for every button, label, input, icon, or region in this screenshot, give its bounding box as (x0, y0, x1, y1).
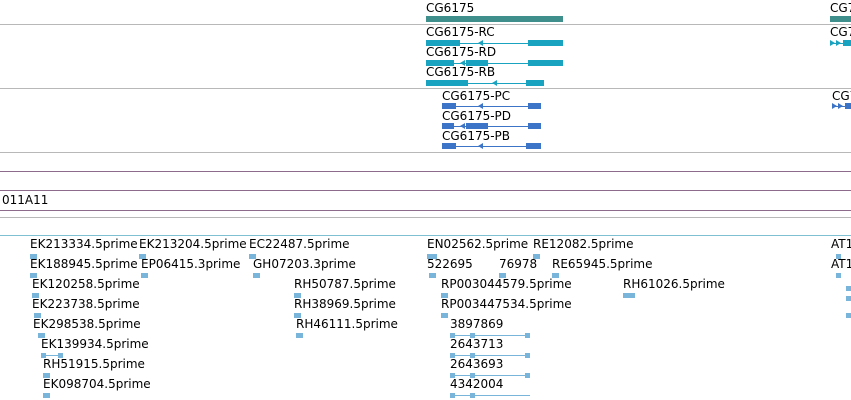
est-mark[interactable] (43, 373, 50, 378)
est-mark[interactable] (296, 333, 303, 338)
est-mark[interactable] (427, 254, 437, 259)
est-mark[interactable] (34, 313, 41, 318)
transcript-edge-label[interactable]: CG7 (830, 25, 851, 39)
est-label[interactable]: RH38969.5prime (294, 297, 396, 311)
est-mark[interactable] (294, 293, 301, 298)
est-label[interactable]: RH51915.5prime (43, 357, 145, 371)
est-mark[interactable] (294, 313, 301, 318)
gene-label[interactable]: CG6175 (426, 1, 475, 15)
est-mark[interactable] (533, 254, 540, 259)
est-mark[interactable] (450, 373, 455, 378)
transcript-label[interactable]: CG6175-RD (426, 45, 497, 59)
est-label[interactable]: 2643693 (450, 357, 504, 371)
est-label[interactable]: 2643713 (450, 337, 504, 351)
est-label[interactable]: RH50787.5prime (294, 277, 396, 291)
est-mark[interactable] (139, 254, 146, 259)
est-mark[interactable] (525, 373, 530, 378)
gene-bar[interactable] (426, 16, 563, 22)
est-label[interactable]: 522695 (427, 257, 473, 271)
est-label[interactable]: EK139934.5prime (41, 337, 149, 351)
est-label[interactable]: EK120258.5prime (32, 277, 140, 291)
est-mark[interactable] (836, 254, 841, 259)
gene-edge-bar[interactable] (830, 16, 851, 22)
track-divider (0, 88, 851, 89)
est-mark[interactable] (499, 273, 506, 278)
est-label[interactable]: RH46111.5prime (296, 317, 398, 331)
section-divider (0, 171, 851, 172)
est-label[interactable]: RP003447534.5prime (441, 297, 572, 311)
track-divider (0, 217, 851, 218)
est-mark[interactable] (30, 273, 37, 278)
est-mark[interactable] (441, 293, 448, 298)
est-label[interactable]: EK098704.5prime (43, 377, 151, 391)
est-mark[interactable] (470, 393, 475, 398)
est-mark[interactable] (846, 296, 851, 301)
est-mark[interactable] (552, 273, 559, 278)
est-mark[interactable] (470, 373, 475, 378)
track-divider (0, 152, 851, 153)
transcript-label[interactable]: CG6175-RC (426, 25, 495, 39)
clone-label[interactable]: 011A11 (2, 193, 49, 207)
est-mark[interactable] (249, 254, 256, 259)
est-mark[interactable] (41, 353, 46, 358)
est-label[interactable]: EK298538.5prime (33, 317, 141, 331)
est-label[interactable]: EK213334.5prime (30, 237, 138, 251)
cds-edge-label[interactable]: CG7 (832, 89, 851, 103)
est-mark[interactable] (450, 353, 455, 358)
est-bar[interactable] (450, 395, 530, 396)
est-edge-label[interactable]: AT1 (831, 237, 851, 251)
est-label[interactable]: RE65945.5prime (552, 257, 653, 271)
est-track-border (0, 235, 851, 236)
est-mark[interactable] (429, 273, 436, 278)
cds-label[interactable]: CG6175-PC (442, 89, 511, 103)
est-mark[interactable] (470, 353, 475, 358)
est-label[interactable]: RE12082.5prime (533, 237, 634, 251)
est-mark[interactable] (450, 333, 455, 338)
est-edge-label[interactable]: AT1 (831, 257, 851, 271)
cds-label[interactable]: CG6175-PD (442, 109, 512, 123)
est-mark[interactable] (846, 286, 851, 291)
est-mark[interactable] (32, 293, 39, 298)
est-mark[interactable] (450, 393, 455, 398)
section-divider (0, 210, 851, 211)
section-divider (0, 190, 851, 191)
est-mark[interactable] (141, 273, 148, 278)
est-mark[interactable] (43, 393, 50, 398)
est-label[interactable]: EP06415.3prime (141, 257, 241, 271)
est-bar[interactable] (450, 335, 530, 336)
est-label[interactable]: RP003044579.5prime (441, 277, 572, 291)
est-label[interactable]: 4342004 (450, 377, 504, 391)
transcript-label[interactable]: CG6175-RB (426, 65, 496, 79)
est-mark[interactable] (836, 273, 841, 278)
est-label[interactable]: EK213204.5prime (139, 237, 247, 251)
est-label[interactable]: GH07203.3prime (253, 257, 356, 271)
gene-edge-label[interactable]: CG7 (830, 1, 851, 15)
est-mark[interactable] (623, 293, 635, 298)
est-mark[interactable] (525, 333, 530, 338)
est-mark[interactable] (470, 333, 475, 338)
est-mark[interactable] (253, 273, 260, 278)
est-label[interactable]: 76978 (499, 257, 538, 271)
est-mark[interactable] (441, 313, 448, 318)
est-label[interactable]: EC22487.5prime (249, 237, 350, 251)
est-mark[interactable] (38, 333, 45, 338)
est-bar[interactable] (450, 355, 530, 356)
est-bar[interactable] (450, 375, 530, 376)
est-label[interactable]: EK188945.5prime (30, 257, 138, 271)
est-label[interactable]: RH61026.5prime (623, 277, 725, 291)
est-bar[interactable] (41, 355, 63, 356)
track-divider (0, 24, 851, 25)
est-mark[interactable] (58, 353, 63, 358)
est-label[interactable]: EN02562.5prime (427, 237, 529, 251)
est-mark[interactable] (525, 353, 530, 358)
est-label[interactable]: EK223738.5prime (32, 297, 140, 311)
est-mark[interactable] (30, 254, 37, 259)
est-label[interactable]: 3897869 (450, 317, 504, 331)
est-mark[interactable] (846, 313, 851, 318)
cds-label[interactable]: CG6175-PB (442, 129, 511, 143)
